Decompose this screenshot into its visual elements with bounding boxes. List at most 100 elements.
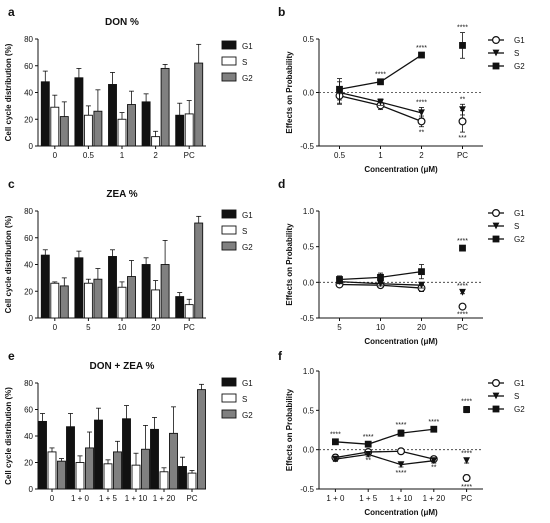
bar-G1 [175,296,185,319]
point-S [463,457,470,465]
legend-swatch-S [221,56,237,66]
point-S [377,280,384,288]
legend-label-S: S [514,392,519,401]
x-tick-label: 1 + 10 [390,494,413,503]
x-tick-label: 0 [53,323,58,332]
y-tick-label: 40 [24,89,33,98]
series-S: ******** [332,450,472,477]
x-tick-label: PC [461,494,472,503]
panel-title: DON % [105,17,139,28]
x-tick-label: 1 [120,151,125,160]
point-G2 [418,268,425,276]
bar-G2 [59,116,69,147]
point-S [364,450,372,458]
y-tick-label: 0.0 [303,446,315,455]
bar-S [151,289,161,319]
point-G2 [418,51,425,59]
x-tick-label: PC [457,323,468,332]
y-axis-label: Cell cycle distribution (%) [4,215,13,313]
point-G2 [397,429,405,437]
legend-label-G1: G1 [242,379,253,388]
bar-G1 [175,114,185,147]
bar-S [117,118,127,147]
bar-S [151,136,161,147]
legend-label-G2: G2 [242,74,253,83]
point-G2 [377,78,384,86]
panel-b: b -0.5 0.0 0.5 Effects on Probability 0.5 1 2 PC… [278,5,525,174]
bar-G2 [127,104,136,147]
bar-G1 [122,418,131,490]
series-G2: **** **** **** **** **** [330,398,472,448]
bar-G1 [178,466,187,490]
bar-G2 [59,285,69,319]
panel-label: a [8,5,15,19]
significance-label: ** [419,130,425,137]
bar-G2 [160,264,170,319]
x-tick-label: 0.5 [334,151,346,160]
significance-label: **** [457,283,468,290]
y-tick-label: 80 [24,207,33,216]
bar-G2 [194,222,204,319]
bar-G1 [94,419,103,490]
point-G2 [430,425,438,433]
point-S [397,461,405,469]
bar-G2 [141,448,150,490]
bar-G1 [141,264,151,319]
significance-label: *** [458,135,466,142]
bar-G1 [108,84,117,147]
x-tick-label: 10 [118,323,127,332]
legend-swatch-G1 [221,40,237,50]
bar-G1 [150,428,159,490]
y-tick-label: 80 [24,35,33,44]
point-G2 [463,406,470,413]
legend-swatch-G2 [221,72,237,82]
point-G2 [364,440,372,448]
bar-G1 [40,254,50,319]
x-tick-label: 5 [337,323,342,332]
y-tick-label: 0.5 [303,243,315,252]
legend-marker-G2 [492,62,500,70]
bar-S [83,282,93,319]
point-G1 [417,117,426,126]
point-G2 [377,273,384,281]
legend-label-G1: G1 [514,209,525,218]
point-G2 [459,42,466,49]
legend-swatch-G2 [221,409,237,419]
point-S [459,288,466,296]
panel-d: d -0.5 0.0 0.5 1.0 Effects on Probability 5 10 2… [278,177,525,346]
x-tick-label: 10 [376,323,385,332]
y-tick-label: 80 [24,379,33,388]
significance-label: **** [416,45,427,52]
bar-S [103,463,113,490]
significance-label: **** [363,434,374,441]
bar-G2 [127,276,136,319]
point-S [377,98,384,106]
y-tick-label: -0.5 [300,142,314,151]
x-tick-label: 1 + 20 [423,494,446,503]
bar-S [159,471,169,490]
point-S [430,457,438,465]
legend-marker-G1 [492,35,501,44]
legend-label-S: S [242,227,247,236]
bar-S [50,106,60,147]
significance-label: **** [461,484,472,491]
point-G1 [462,473,471,482]
bar-G1 [74,77,84,147]
series-line-G1 [335,450,434,460]
x-tick-label: 1 + 0 [326,494,345,503]
y-tick-label: 0.5 [303,406,315,415]
y-tick-label: 60 [24,406,33,415]
legend-marker-G2 [492,405,500,413]
y-axis-label: Effects on Probability [285,388,294,471]
bar-S [47,451,57,490]
bar-G2 [169,432,178,490]
legend-marker-S [492,222,500,230]
bar-G1 [74,257,84,319]
bar-G1 [108,256,117,319]
significance-label: **** [457,312,468,319]
point-G1 [458,117,467,126]
y-tick-label: 0.5 [303,35,315,44]
legend-marker-G1 [492,209,501,218]
